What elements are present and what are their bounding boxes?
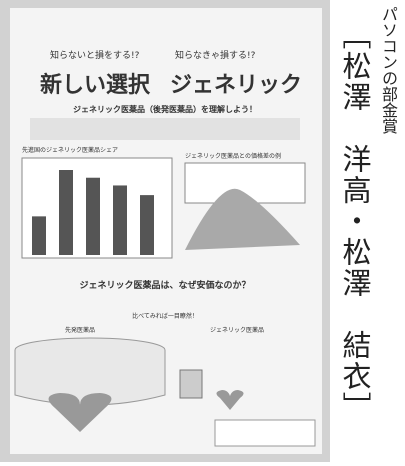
poster-photo: 知らないと損をする!? 新しい選択 知らなきゃ損する!? ジェネリック ジェネリ… — [0, 0, 330, 462]
note-box — [214, 419, 316, 447]
bar — [140, 195, 154, 255]
chart-title: 先進国のジェネリック医薬品シェア — [22, 146, 118, 154]
subtitle: 比べてみれば一目瞭然！ — [132, 312, 198, 320]
bar — [59, 170, 73, 255]
bar — [32, 216, 46, 255]
authors: ［松澤 洋高・松澤 結衣］ — [338, 20, 372, 423]
section-title: ジェネリック医薬品（後発医薬品）を理解しよう！ — [73, 104, 257, 114]
section-title: ジェネリック医薬品は、なぜ安価なのか？ — [79, 279, 250, 291]
text-block — [30, 118, 300, 140]
label: 先発医薬品 — [65, 326, 95, 334]
pill-box — [179, 369, 203, 399]
label: ジェネリック医薬品 — [210, 326, 264, 334]
award: パソコンの部金賞 — [379, 6, 398, 134]
bar — [113, 185, 127, 255]
bar — [86, 177, 100, 255]
header-big: 新しい選択 — [40, 72, 151, 98]
header-small: 知らなきゃ損する!? — [175, 49, 256, 61]
curve-area — [185, 188, 300, 250]
header-small: 知らないと損をする!? — [50, 49, 140, 61]
table-title: ジェネリック医薬品との価格差の例 — [185, 152, 281, 160]
poster: 知らないと損をする!? 新しい選択 知らなきゃ損する!? ジェネリック ジェネリ… — [10, 8, 322, 454]
header-big: ジェネリック — [170, 73, 302, 98]
bar-chart — [32, 170, 154, 255]
heart-small — [216, 390, 244, 410]
heart — [48, 393, 112, 432]
